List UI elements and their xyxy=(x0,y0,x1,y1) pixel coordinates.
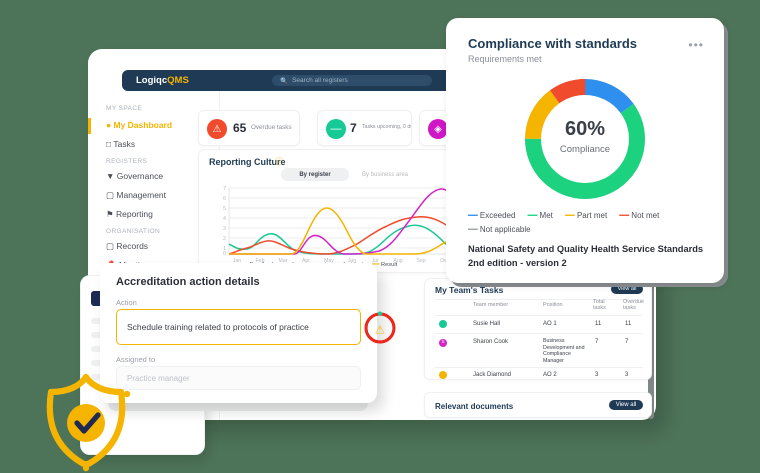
svg-text:60%: 60% xyxy=(565,118,605,140)
svg-text:0: 0 xyxy=(223,251,226,257)
svg-text:5: 5 xyxy=(223,206,226,212)
svg-text:7: 7 xyxy=(223,186,226,192)
svg-text:6: 6 xyxy=(223,196,226,202)
svg-text:Sep: Sep xyxy=(416,258,425,264)
svg-text:3: 3 xyxy=(223,226,226,232)
svg-text:⚠: ⚠ xyxy=(375,323,386,336)
svg-text:Compliance: Compliance xyxy=(560,144,610,155)
svg-text:4: 4 xyxy=(223,216,226,222)
svg-text:2: 2 xyxy=(223,236,226,242)
